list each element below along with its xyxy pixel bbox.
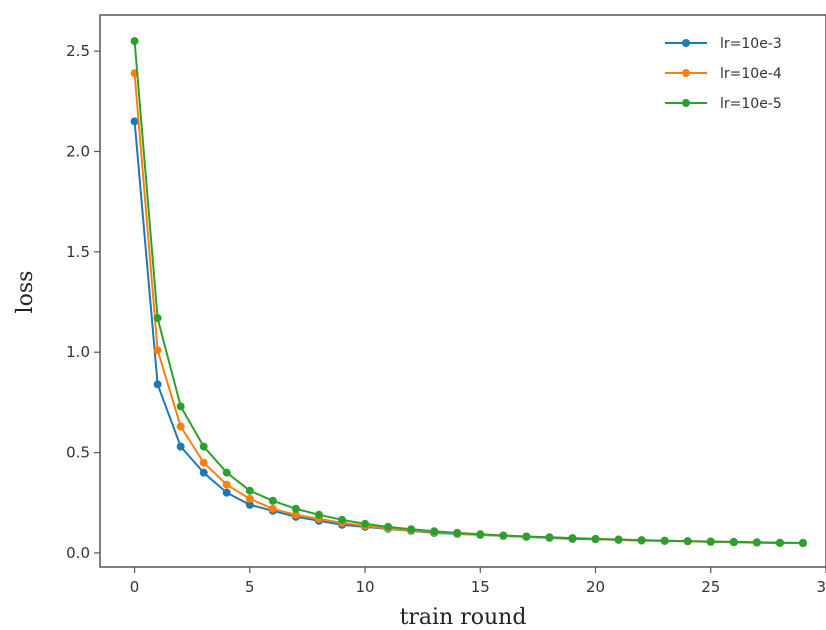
data-point: [291, 504, 300, 513]
data-point: [176, 422, 185, 431]
y-tick-label: 0.5: [66, 444, 90, 462]
x-axis: 0 5 10 15 20 25 30: [130, 567, 826, 596]
x-axis-title: train round: [400, 605, 527, 630]
data-point: [130, 37, 139, 46]
x-tick-label: 0: [130, 578, 140, 596]
data-point: [222, 480, 231, 489]
data-point: [476, 530, 485, 539]
data-point: [660, 536, 669, 545]
y-tick-label: 2.0: [66, 142, 90, 160]
data-point: [199, 458, 208, 467]
x-tick-label: 10: [356, 578, 375, 596]
data-point: [384, 522, 393, 531]
data-point: [361, 519, 370, 528]
legend-label: lr=10e-4: [720, 66, 782, 82]
data-point: [407, 525, 416, 534]
y-tick-label: 2.5: [66, 42, 90, 60]
data-point: [614, 535, 623, 544]
x-tick-label: 30: [816, 578, 826, 596]
data-point: [706, 537, 715, 546]
y-axis: 0.0 0.5 1.0 1.5 2.0 2.5: [66, 42, 100, 562]
plot-area: [99, 14, 826, 568]
data-point: [222, 468, 231, 477]
data-point: [176, 442, 185, 451]
data-point: [683, 537, 692, 546]
y-tick-label: 0.0: [66, 544, 90, 562]
data-point: [153, 346, 162, 355]
x-tick-label: 20: [586, 578, 605, 596]
data-point: [222, 488, 231, 497]
legend-label: lr=10e-3: [720, 36, 782, 52]
data-point: [798, 538, 807, 547]
x-tick-label: 15: [471, 578, 490, 596]
data-point: [522, 532, 531, 541]
data-point: [245, 500, 254, 509]
series-3: [130, 37, 807, 547]
y-tick-label: 1.5: [66, 243, 90, 261]
legend-marker: [682, 99, 690, 107]
data-point: [453, 528, 462, 537]
series-layer: [130, 37, 807, 548]
legend-item: lr=10e-5: [665, 96, 782, 112]
data-point: [291, 510, 300, 519]
data-point: [568, 534, 577, 543]
legend-marker: [682, 39, 690, 47]
data-point: [752, 538, 761, 547]
legend-label: lr=10e-5: [720, 96, 782, 112]
data-point: [153, 314, 162, 323]
legend-item: lr=10e-4: [665, 66, 782, 82]
data-point: [268, 496, 277, 505]
data-point: [199, 468, 208, 477]
data-point: [314, 510, 323, 519]
data-point: [245, 494, 254, 503]
x-tick-label: 25: [701, 578, 720, 596]
data-point: [591, 534, 600, 543]
data-point: [153, 380, 162, 389]
y-tick-label: 1.0: [66, 343, 90, 361]
data-point: [499, 531, 508, 540]
data-point: [130, 117, 139, 126]
data-point: [729, 537, 738, 546]
data-point: [430, 527, 439, 536]
legend-item: lr=10e-3: [665, 36, 782, 52]
data-point: [245, 486, 254, 495]
data-point: [176, 402, 185, 411]
x-tick-label: 5: [245, 578, 255, 596]
data-point: [545, 533, 554, 542]
data-point: [338, 515, 346, 524]
data-point: [268, 504, 277, 513]
data-point: [199, 442, 208, 451]
y-axis-title: loss: [13, 271, 38, 314]
legend-marker: [682, 69, 690, 77]
data-point: [637, 536, 646, 545]
data-point: [775, 538, 784, 547]
legend: lr=10e-3 lr=10e-4 lr=10e-5: [665, 36, 782, 112]
